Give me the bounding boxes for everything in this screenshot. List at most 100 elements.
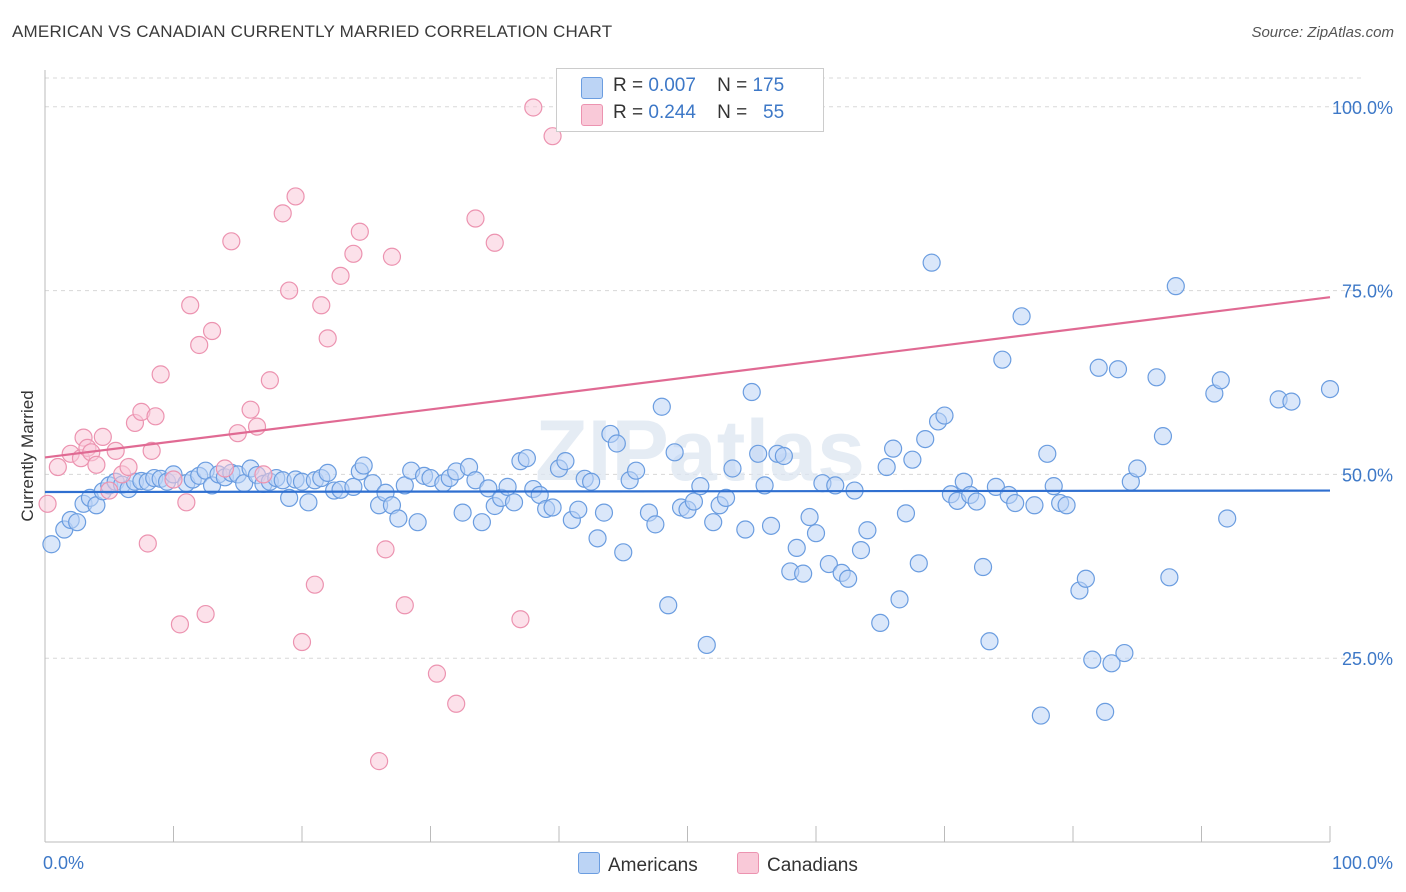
y-tick-label: 75.0%	[1342, 282, 1393, 302]
legend-swatch-canadians	[581, 104, 603, 126]
american-point	[761, 516, 781, 535]
american-point	[794, 564, 813, 583]
american-point	[1153, 427, 1173, 446]
american-point	[697, 635, 716, 655]
american-point	[588, 529, 607, 548]
canadian-point	[485, 233, 504, 252]
american-point	[517, 449, 536, 468]
american-point	[877, 457, 896, 477]
american-point	[498, 477, 517, 496]
american-point	[556, 452, 575, 471]
x-tick-label: 100.0%	[1332, 853, 1393, 873]
y-tick-label: 25.0%	[1342, 649, 1393, 669]
american-point	[1089, 358, 1108, 377]
american-point	[569, 500, 588, 519]
canadian-point	[254, 465, 273, 484]
canadian-point	[382, 247, 402, 266]
canadian-point	[106, 441, 125, 460]
american-point	[1025, 496, 1044, 515]
american-point	[1211, 371, 1230, 390]
american-point	[408, 513, 427, 532]
american-point	[665, 443, 684, 462]
american-point	[839, 569, 858, 588]
canadian-point	[196, 604, 215, 624]
american-point	[504, 493, 524, 512]
american-point	[935, 406, 954, 425]
american-point	[1038, 444, 1057, 463]
american-point	[1147, 368, 1166, 387]
american-point	[614, 543, 633, 562]
canadian-point	[350, 222, 369, 241]
r-value-canadians: 0.244	[648, 102, 696, 123]
american-point	[716, 488, 736, 508]
canadian-point	[344, 244, 363, 263]
american-point	[774, 446, 793, 466]
american-point	[1083, 650, 1102, 669]
axis-layer	[44, 70, 1331, 843]
canadian-point	[280, 281, 299, 300]
labels-layer: 25.0% 50.0% 75.0% 100.0% 0.0% 100.0% Currently…	[18, 98, 1393, 873]
american-point	[389, 509, 408, 528]
canadian-point	[100, 481, 119, 500]
canadian-point	[170, 615, 190, 634]
american-point	[851, 541, 871, 560]
americans-trend-line	[44, 489, 1331, 494]
canadian-point	[312, 296, 331, 315]
n-value-americans: 175	[752, 75, 785, 96]
american-point	[68, 513, 87, 532]
american-point	[466, 471, 485, 490]
american-point	[909, 554, 928, 573]
american-point	[922, 253, 941, 272]
y-tick-label: 100.0%	[1332, 98, 1393, 118]
american-point	[980, 632, 999, 651]
bottom-legend-canadians: Canadians	[737, 852, 858, 877]
american-point	[318, 463, 337, 483]
american-point	[1096, 702, 1115, 721]
american-point	[42, 535, 61, 554]
american-point	[582, 472, 601, 491]
legend-swatch-americans	[581, 77, 603, 99]
american-point	[723, 459, 742, 478]
legend-text-canadians: R = 0.244 N = 55	[613, 102, 785, 123]
american-point	[787, 538, 806, 558]
american-point	[819, 554, 838, 574]
american-point	[1218, 509, 1237, 528]
y-tick-label: 50.0%	[1342, 465, 1393, 485]
american-point	[858, 521, 877, 540]
american-point	[659, 596, 678, 615]
american-point	[1031, 706, 1050, 725]
american-point	[626, 461, 646, 480]
canadian-point	[376, 540, 395, 559]
canadian-point	[48, 457, 67, 477]
american-point	[704, 513, 723, 532]
source-label: Source: ZipAtlas.com	[1251, 24, 1394, 41]
bottom-swatch-canadians	[737, 852, 759, 874]
american-point	[646, 515, 665, 534]
american-point	[903, 450, 922, 469]
canadian-point	[370, 752, 389, 771]
canadian-point	[87, 455, 106, 474]
canadian-point	[164, 470, 183, 489]
bottom-swatch-americans	[578, 852, 600, 874]
correlation-legend: R = 0.007 N = 175 R = 0.244 N = 55	[556, 68, 824, 132]
american-point	[1128, 459, 1147, 478]
american-point	[749, 444, 768, 463]
canadian-point	[292, 632, 312, 652]
american-point	[1166, 277, 1185, 296]
canadian-point	[395, 596, 414, 615]
canadian-point	[177, 493, 196, 512]
canadian-point	[331, 266, 350, 285]
canadian-point	[202, 321, 222, 341]
american-point	[1320, 379, 1340, 399]
american-point	[1076, 569, 1095, 588]
canadian-point	[286, 187, 305, 206]
american-point	[967, 492, 986, 511]
n-value-canadians: 55	[763, 102, 785, 123]
canadian-point	[222, 232, 241, 251]
american-point	[1057, 496, 1076, 515]
american-point	[973, 557, 993, 577]
canadians-trend-line	[44, 296, 1331, 459]
american-point	[1115, 643, 1134, 663]
american-point	[993, 350, 1012, 369]
american-point	[354, 456, 373, 475]
